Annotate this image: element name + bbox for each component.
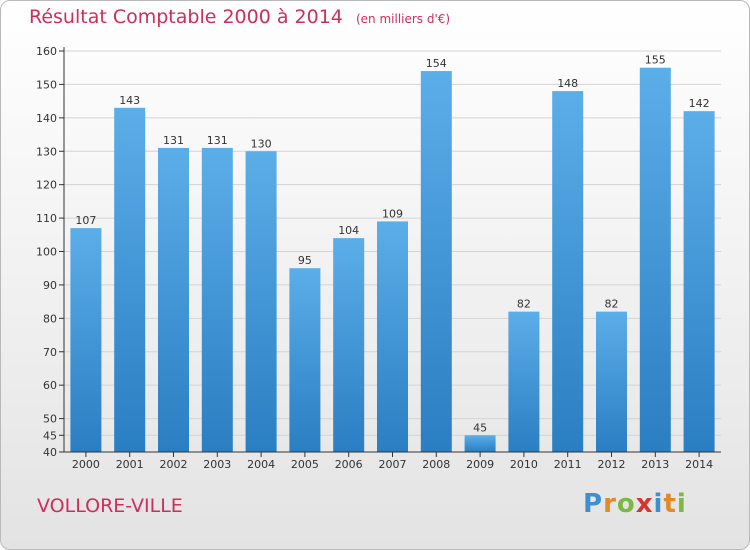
bar [508, 311, 540, 452]
logo-letter: P [583, 489, 604, 519]
bar [596, 311, 627, 452]
y-tick-label: 130 [36, 145, 57, 158]
x-tick-label: 2007 [379, 458, 407, 471]
y-tick-label: 90 [43, 279, 57, 292]
bar [70, 228, 102, 452]
x-tick-label: 2014 [685, 458, 713, 471]
logo-letter: r [603, 489, 617, 519]
x-tick-label: 2011 [554, 458, 582, 471]
y-tick-label: 60 [43, 379, 57, 392]
bar [114, 107, 146, 452]
x-tick-label: 2001 [116, 458, 144, 471]
data-label: 131 [207, 134, 228, 147]
x-tick-label: 2005 [291, 458, 319, 471]
data-label: 82 [517, 298, 531, 311]
y-tick-label: 110 [36, 212, 57, 225]
logo-letter: i [653, 489, 664, 519]
y-tick-label: 150 [36, 78, 57, 91]
logo-letter: x [635, 489, 654, 519]
x-tick-label: 2003 [203, 458, 231, 471]
x-tick-label: 2004 [247, 458, 275, 471]
chart-subtitle: (en milliers d'€) [355, 12, 451, 26]
y-tick-label: 45 [43, 429, 57, 442]
data-label: 155 [645, 54, 666, 67]
bar [333, 238, 365, 452]
data-label: 130 [251, 137, 272, 150]
y-tick-label: 160 [36, 45, 57, 58]
bar [158, 147, 189, 453]
logo-letter: o [616, 489, 636, 519]
data-label: 143 [119, 94, 140, 107]
x-tick-label: 2008 [422, 458, 450, 471]
bar [552, 91, 584, 452]
bar [639, 67, 671, 452]
data-label: 45 [473, 421, 487, 434]
y-tick-label: 70 [43, 346, 57, 359]
y-tick-label: 120 [36, 179, 57, 192]
data-label: 142 [689, 97, 710, 110]
data-label: 107 [75, 214, 96, 227]
y-tick-label: 50 [43, 413, 57, 426]
y-tick-label: 40 [43, 446, 57, 459]
bar [377, 221, 408, 452]
bar [683, 111, 715, 453]
bar [420, 71, 452, 453]
logo-letter: i [676, 489, 687, 519]
proxiti-logo: Proxiti [583, 489, 687, 519]
data-label: 154 [426, 57, 447, 70]
data-label: 82 [605, 298, 619, 311]
bar [464, 435, 496, 452]
bar [201, 147, 233, 453]
x-tick-label: 2009 [466, 458, 494, 471]
data-label: 131 [163, 134, 184, 147]
data-label: 95 [298, 254, 312, 267]
x-tick-label: 2006 [335, 458, 363, 471]
logo-letter: t [663, 489, 677, 519]
x-tick-label: 2000 [72, 458, 100, 471]
chart-title: Résultat Comptable 2000 à 2014 [29, 6, 343, 28]
data-label: 104 [338, 224, 359, 237]
x-tick-label: 2012 [598, 458, 626, 471]
x-tick-label: 2002 [160, 458, 188, 471]
y-tick-label: 140 [36, 112, 57, 125]
commune-name: VOLLORE-VILLE [37, 495, 183, 517]
data-label: 148 [557, 77, 578, 90]
bar [245, 151, 277, 452]
x-tick-label: 2013 [641, 458, 669, 471]
bar [289, 268, 321, 452]
data-label: 109 [382, 207, 403, 220]
x-tick-label: 2010 [510, 458, 538, 471]
chart-title-block: Résultat Comptable 2000 à 2014 (en milli… [29, 6, 450, 28]
y-tick-label: 100 [36, 246, 57, 259]
y-tick-label: 80 [43, 312, 57, 325]
